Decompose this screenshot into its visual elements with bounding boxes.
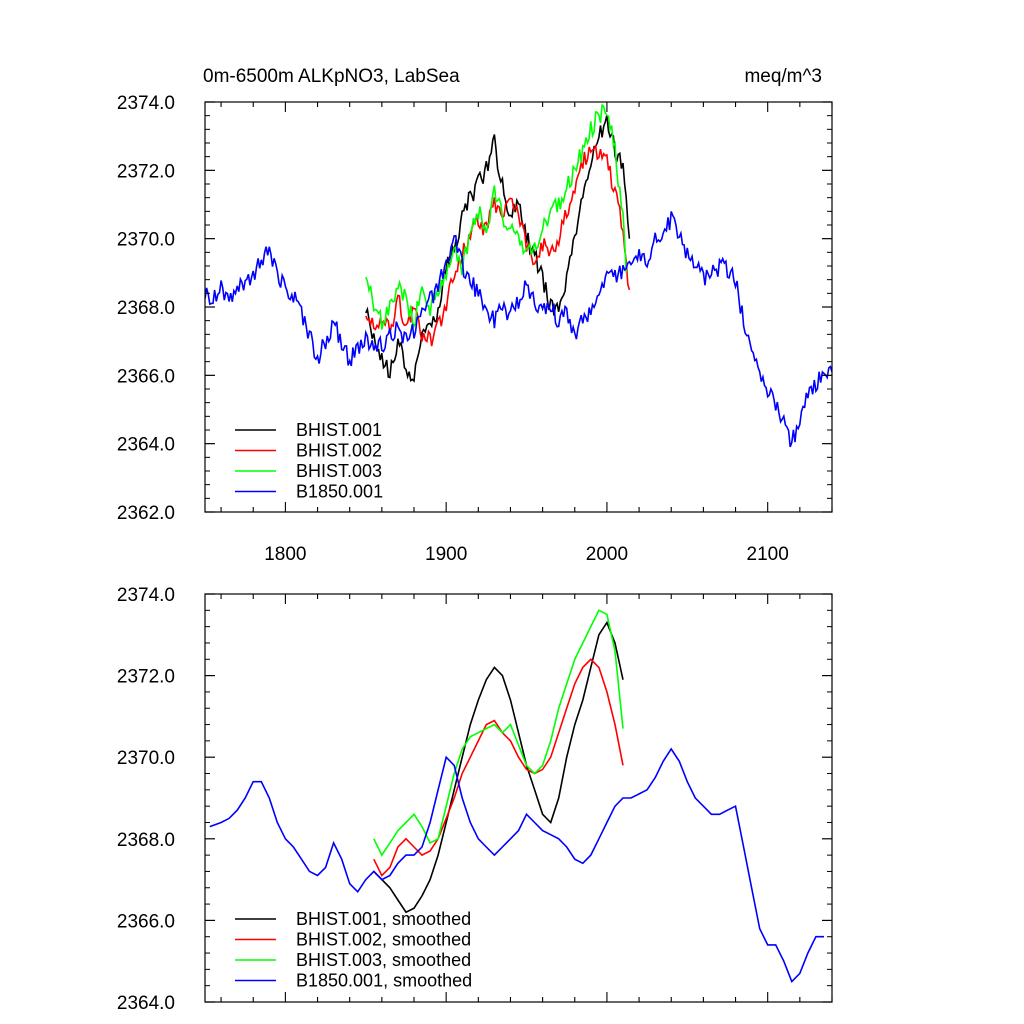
legend-label: BHIST.001, smoothed (296, 909, 471, 929)
y-tick-label: 2374.0 (117, 93, 175, 114)
chart-title-left: 0m-6500m ALKpNO3, LabSea (203, 66, 460, 87)
series-line-bhist-002 (365, 143, 631, 347)
series-line-b1850-001 (205, 211, 832, 448)
y-tick-label: 2368.0 (117, 298, 175, 319)
bottom-panel: 2364.0 2366.0 2368.0 2370.0 2372.0 2374.0 BHIS… (117, 585, 833, 1014)
y-tick-label: 2364.0 (117, 435, 175, 456)
x-tick-label: 1900 (425, 544, 467, 565)
y-tick-label: 2368.0 (117, 830, 175, 851)
legend-label: BHIST.002 (296, 441, 382, 461)
y-tick-label: 2362.0 (117, 503, 175, 524)
y-tick-label: 2366.0 (117, 911, 175, 932)
y-tick-label: 2372.0 (117, 667, 175, 688)
x-tick-label: 2000 (586, 544, 628, 565)
top-panel: 2362.0 2364.0 2366.0 2368.0 2370.0 2372.0 2374… (117, 93, 833, 565)
y-tick-label: 2364.0 (117, 993, 175, 1014)
series-line-bhist-003-smoothed (373, 609, 624, 857)
y-tick-label: 2366.0 (117, 366, 175, 387)
y-tick-label: 2370.0 (117, 748, 175, 769)
legend-label: B1850.001, smoothed (296, 971, 472, 991)
legend-label: BHIST.003 (296, 461, 382, 481)
legend-label: BHIST.001 (296, 420, 382, 440)
legend-label: BHIST.003, smoothed (296, 950, 471, 970)
y-tick-label: 2372.0 (117, 161, 175, 182)
series-line-b1850-001-smoothed (209, 747, 824, 984)
series-line-bhist-003 (365, 103, 627, 330)
y-tick-label: 2370.0 (117, 230, 175, 251)
y-tick-label: 2374.0 (117, 585, 175, 606)
legend-label: B1850.001 (296, 482, 383, 502)
chart-title-right: meq/m^3 (744, 66, 822, 87)
series-line-bhist-001-smoothed (373, 620, 624, 914)
x-tick-label: 2100 (747, 544, 789, 565)
legend-label: BHIST.002, smoothed (296, 930, 471, 950)
series-line-bhist-002-smoothed (373, 658, 624, 877)
plot-frame (204, 593, 833, 1003)
x-tick-label: 1800 (264, 544, 306, 565)
series-line-bhist-001 (365, 114, 631, 383)
